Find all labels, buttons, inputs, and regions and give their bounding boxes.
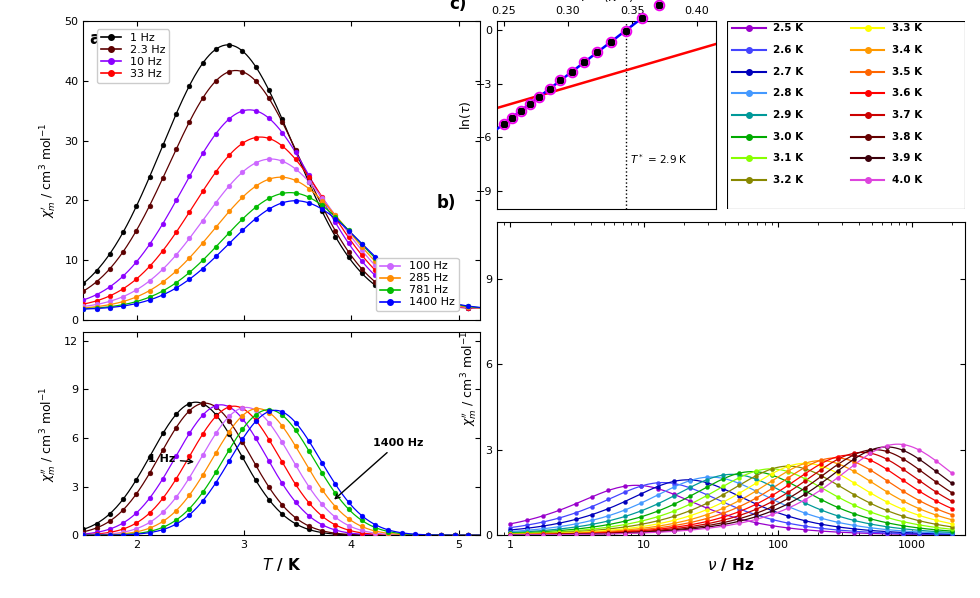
Text: 2.9 K: 2.9 K [772, 110, 803, 120]
X-axis label: $T$ / K: $T$ / K [262, 556, 302, 573]
Text: 3.9 K: 3.9 K [892, 153, 921, 163]
Y-axis label: $\chi_m'$ / cm$^3$ mol$^{-1}$: $\chi_m'$ / cm$^3$ mol$^{-1}$ [38, 123, 59, 218]
Y-axis label: $\chi_m''$ / cm$^3$ mol$^{-1}$: $\chi_m''$ / cm$^3$ mol$^{-1}$ [38, 386, 59, 481]
Text: 2.7 K: 2.7 K [772, 67, 803, 77]
X-axis label: $T^{-1}$ (K$^{-1}$): $T^{-1}$ (K$^{-1}$) [579, 0, 634, 5]
Text: 3.8 K: 3.8 K [892, 132, 922, 142]
Text: 2.6 K: 2.6 K [772, 45, 803, 55]
Text: c): c) [449, 0, 466, 13]
Text: 3.0 K: 3.0 K [772, 132, 803, 142]
Text: 3.6 K: 3.6 K [892, 89, 922, 98]
Text: 3.2 K: 3.2 K [772, 175, 803, 185]
Text: 1 Hz: 1 Hz [148, 454, 193, 464]
Text: 3.4 K: 3.4 K [892, 45, 922, 55]
Text: 3.7 K: 3.7 K [892, 110, 922, 120]
Text: a): a) [89, 30, 108, 48]
X-axis label: $\nu$ / Hz: $\nu$ / Hz [708, 556, 755, 573]
Y-axis label: $\chi_m''$ / cm$^3$ mol$^{-1}$: $\chi_m''$ / cm$^3$ mol$^{-1}$ [460, 331, 479, 426]
Text: $T^*$ = 2.9 K: $T^*$ = 2.9 K [629, 152, 688, 166]
Text: 3.5 K: 3.5 K [892, 67, 922, 77]
Text: 1400 Hz: 1400 Hz [335, 438, 423, 499]
Text: 2.8 K: 2.8 K [772, 89, 803, 98]
Legend: 100 Hz, 285 Hz, 781 Hz, 1400 Hz: 100 Hz, 285 Hz, 781 Hz, 1400 Hz [376, 258, 459, 312]
Text: 3.1 K: 3.1 K [772, 153, 803, 163]
Text: 2.5 K: 2.5 K [772, 23, 803, 33]
Text: 3.3 K: 3.3 K [892, 23, 922, 33]
Text: b): b) [436, 194, 456, 212]
Y-axis label: ln($\tau$): ln($\tau$) [458, 100, 473, 130]
Text: 4.0 K: 4.0 K [892, 175, 922, 185]
